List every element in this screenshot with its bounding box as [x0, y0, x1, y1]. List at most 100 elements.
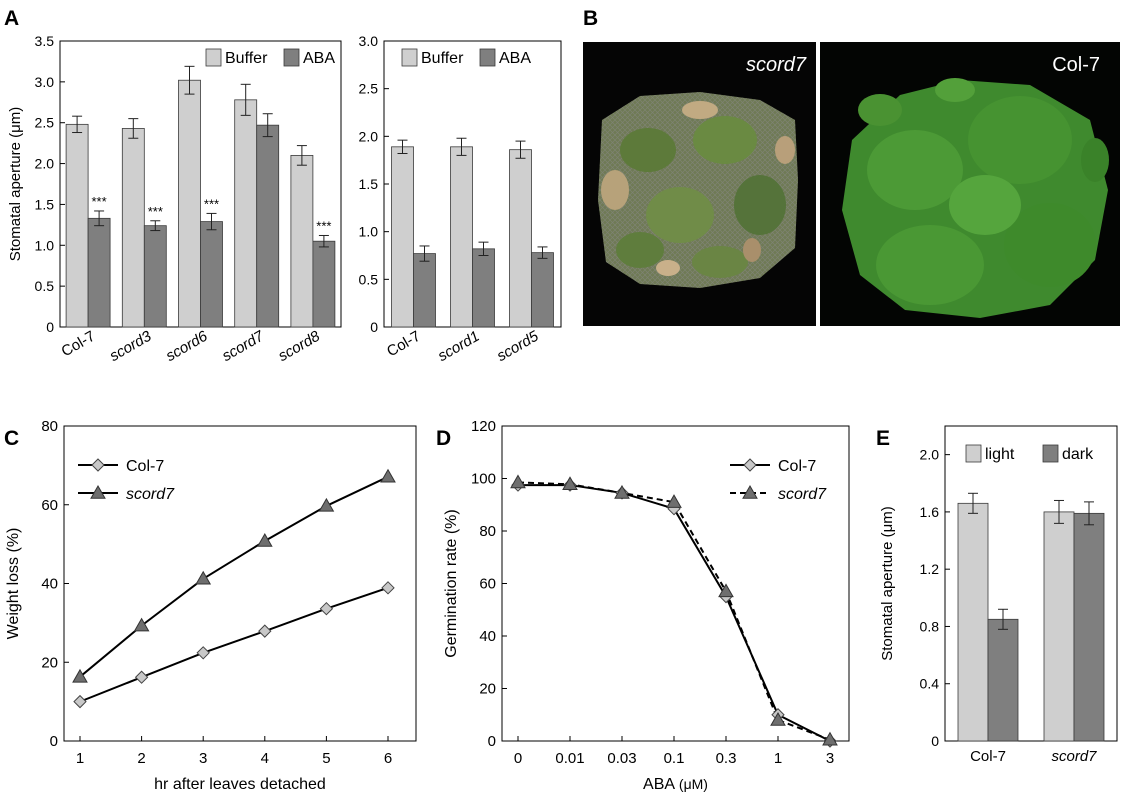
- x-axis-unit: (μM): [675, 776, 708, 792]
- panel-letter-e: E: [876, 427, 890, 450]
- bar-aba: [256, 124, 280, 328]
- x-tick-label: scord6: [163, 327, 211, 365]
- bar-aba: [87, 217, 111, 328]
- panel-letter-c: C: [4, 427, 19, 450]
- data-point-scord7: [718, 583, 734, 598]
- bar-aba: [200, 221, 223, 328]
- x-axis-label-text: ABA: [643, 776, 675, 793]
- y-axis-label: Stomatal aperture (μm): [879, 506, 896, 661]
- data-point-col7: [73, 694, 87, 709]
- legend-label: ABA: [303, 50, 335, 67]
- data-point-scord7: [380, 468, 396, 483]
- y-tick-label: 1.6: [920, 504, 940, 520]
- y-axis-label: Stomatal aperture (μm): [7, 107, 24, 262]
- data-point-scord7: [72, 668, 88, 683]
- x-tick-label: 0.03: [607, 750, 636, 767]
- x-tick-label: 6: [384, 750, 392, 767]
- x-tick-label: 0.01: [555, 750, 584, 767]
- series-line-scord7: [79, 475, 389, 678]
- x-tick-label: scord7: [219, 327, 267, 365]
- y-tick-label: 60: [41, 497, 58, 514]
- y-tick-label: 2.0: [359, 128, 379, 144]
- data-point-scord7: [770, 711, 786, 726]
- data-point-scord7: [822, 731, 838, 746]
- legend-marker: [90, 484, 106, 499]
- bar-buffer: [65, 123, 89, 328]
- x-tick-label: 1: [774, 750, 782, 767]
- y-tick-label: 2.0: [35, 156, 55, 172]
- y-tick-label: 120: [471, 418, 496, 435]
- y-tick-label: 0.5: [359, 271, 379, 287]
- bar-buffer: [290, 154, 314, 328]
- bar-dark: [987, 618, 1019, 742]
- bar-buffer: [450, 146, 473, 328]
- chart-a-right: 0 0.5 1.0 1.5 2.0 2.5 3.0 Col-7 scord1 scord5 Buff…: [359, 33, 562, 365]
- y-tick-label: 0.8: [920, 618, 940, 634]
- y-tick-label: 2.0: [920, 447, 940, 463]
- y-tick-label: 1.0: [359, 224, 379, 240]
- panel-letter-b: B: [583, 7, 598, 30]
- data-point-col7: [381, 581, 395, 595]
- legend-marker: [743, 458, 757, 472]
- y-tick-label: 80: [479, 523, 496, 540]
- legend-swatch: [283, 48, 300, 67]
- data-point-scord7: [666, 494, 682, 508]
- x-tick-label: Col-7: [59, 328, 99, 361]
- bar-aba: [413, 253, 436, 328]
- legend-label: Col-7: [778, 458, 816, 475]
- data-point-col7: [196, 646, 210, 660]
- y-tick-label: 20: [479, 681, 496, 698]
- legend-swatch: [479, 48, 496, 67]
- panel-letter-a: A: [4, 7, 19, 30]
- legend-label: light: [985, 446, 1015, 463]
- significance-mark: ***: [204, 196, 219, 211]
- data-point-col7: [258, 624, 272, 638]
- legend-swatch: [205, 48, 222, 67]
- legend-marker: [91, 458, 105, 472]
- legend-label: Buffer: [225, 50, 268, 67]
- y-tick-label: 40: [41, 576, 58, 593]
- y-tick-label: 0.5: [35, 278, 55, 294]
- legend-label: dark: [1062, 446, 1094, 463]
- y-tick-label: 0: [50, 733, 58, 750]
- x-tick-label: 1: [76, 750, 84, 767]
- legend-marker: [742, 484, 758, 499]
- chart-e-stomatal: 0 0.4 0.8 1.2 1.6 2.0 Stomatal aperture (μm) Co…: [879, 425, 1118, 765]
- x-tick-label: 3: [199, 750, 207, 767]
- y-tick-label: 3.5: [35, 33, 55, 49]
- y-tick-label: 0: [488, 733, 496, 750]
- bar-aba: [472, 248, 495, 328]
- y-tick-label: 3.0: [35, 74, 55, 90]
- x-axis-label: ABA (μM): [643, 776, 708, 793]
- legend-label: Col-7: [126, 458, 164, 475]
- data-point-scord7: [562, 476, 578, 491]
- y-tick-label: 1.5: [359, 176, 379, 192]
- y-tick-label: 0.4: [920, 676, 940, 692]
- bar-buffer: [509, 149, 532, 328]
- legend-swatch: [401, 48, 418, 67]
- chart-a-left: 0 0.5 1.0 1.5 2.0 2.5 3.0 3.5 Stomatal aperture …: [7, 33, 342, 365]
- plot-frame: [63, 425, 417, 742]
- y-tick-label: 2.5: [35, 115, 55, 131]
- data-point-col7: [319, 601, 334, 616]
- bar-dark: [1073, 512, 1105, 742]
- significance-mark: ***: [316, 218, 331, 233]
- y-tick-label: 1.0: [35, 237, 55, 253]
- legend-swatch: [965, 444, 982, 463]
- data-point-col7: [134, 670, 149, 684]
- y-tick-label: 100: [471, 471, 496, 488]
- series-line-col-7: [79, 586, 389, 703]
- y-tick-label: 80: [41, 418, 58, 435]
- bar-buffer: [391, 146, 414, 328]
- x-tick-label: 4: [261, 750, 269, 767]
- y-tick-label: 1.2: [920, 561, 940, 577]
- data-point-scord7: [195, 570, 212, 585]
- data-point-scord7: [614, 484, 630, 499]
- plot-frame: [944, 425, 1118, 742]
- photo-scord7: scord7: [583, 42, 816, 326]
- x-tick-label: 0.1: [664, 750, 685, 767]
- x-tick-label: Col-7: [384, 328, 424, 361]
- x-tick-label: scord8: [275, 327, 323, 365]
- bar-buffer: [234, 99, 258, 328]
